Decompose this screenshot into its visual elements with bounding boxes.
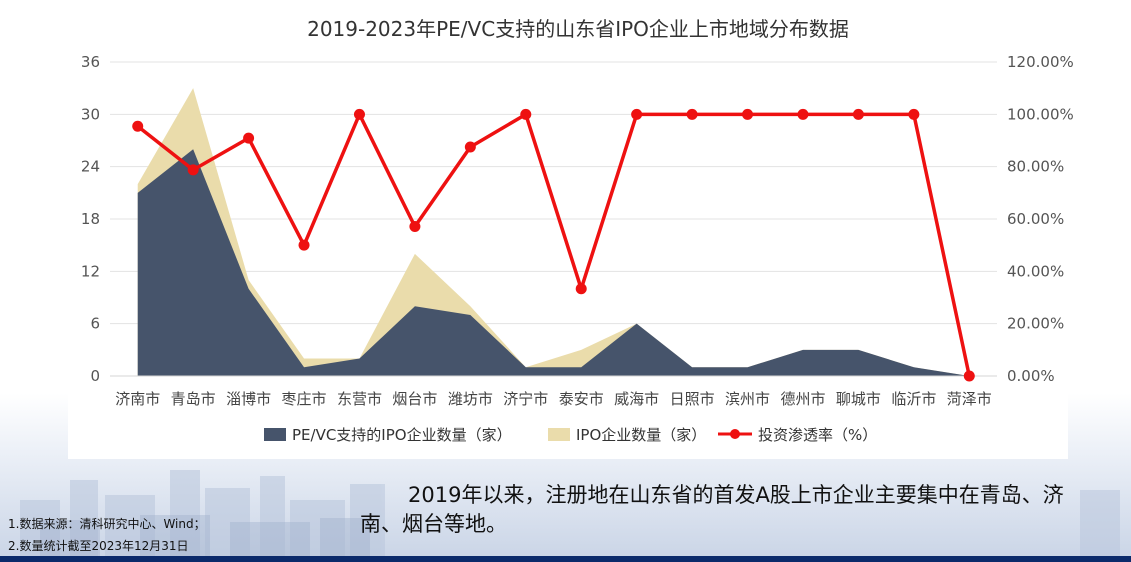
chart-title: 2019-2023年PE/VC支持的山东省IPO企业上市地域分布数据 — [307, 17, 849, 41]
y-right-tick-label: 100.00% — [1007, 105, 1074, 123]
x-tick-label: 济南市 — [115, 390, 160, 408]
penetration-point — [852, 108, 864, 120]
legend-swatch-ipo — [548, 428, 570, 441]
legend-label-ipo: IPO企业数量（家） — [576, 426, 706, 444]
legend-marker-penetration — [730, 429, 740, 439]
y-left-tick-label: 24 — [81, 158, 100, 176]
penetration-point — [797, 108, 809, 120]
penetration-line-series — [132, 108, 975, 382]
legend: PE/VC支持的IPO企业数量（家） IPO企业数量（家） 投资渗透率（%） — [264, 426, 877, 444]
left-axis: 0 6 12 18 24 30 36 — [81, 53, 100, 385]
x-tick-label: 临沂市 — [891, 390, 936, 408]
penetration-point — [631, 108, 643, 120]
y-left-tick-label: 12 — [81, 262, 100, 280]
penetration-point — [963, 370, 975, 382]
y-left-tick-label: 36 — [81, 53, 100, 71]
x-tick-label: 济宁市 — [503, 390, 548, 408]
legend-swatch-pevc — [264, 428, 286, 441]
penetration-point — [686, 108, 698, 120]
penetration-point — [575, 283, 587, 295]
y-left-tick-label: 30 — [81, 105, 100, 123]
x-tick-label: 烟台市 — [392, 390, 437, 408]
y-right-tick-label: 60.00% — [1007, 210, 1064, 228]
legend-label-penetration: 投资渗透率（%） — [758, 426, 877, 444]
bottom-bar — [0, 556, 1131, 562]
x-tick-label: 滨州市 — [725, 390, 770, 408]
penetration-line — [136, 112, 971, 377]
y-left-tick-label: 18 — [81, 210, 100, 228]
y-left-tick-label: 6 — [90, 315, 100, 333]
y-right-tick-label: 80.00% — [1007, 158, 1064, 176]
x-tick-label: 德州市 — [780, 390, 825, 408]
penetration-point — [132, 120, 144, 132]
note-cutoff: 2.数量统计截至2023年12月31日 — [8, 539, 189, 553]
penetration-point — [353, 108, 365, 120]
penetration-point — [742, 108, 754, 120]
x-tick-label: 潍坊市 — [448, 390, 493, 408]
penetration-point — [520, 108, 532, 120]
penetration-point — [409, 220, 421, 232]
legend-label-pevc: PE/VC支持的IPO企业数量（家） — [292, 426, 512, 444]
penetration-point — [464, 141, 476, 153]
x-tick-label: 泰安市 — [559, 390, 604, 408]
penetration-point — [243, 132, 255, 144]
y-right-tick-label: 120.00% — [1007, 53, 1074, 71]
y-right-tick-label: 20.00% — [1007, 315, 1064, 333]
area-series — [137, 88, 970, 377]
penetration-point — [298, 239, 310, 251]
penetration-point — [187, 164, 199, 176]
x-axis: 济南市 青岛市 淄博市 枣庄市 东营市 烟台市 潍坊市 济宁市 泰安市 威海市 日照市 滨州市 德州市聊… — [115, 390, 992, 408]
penetration-point — [908, 108, 920, 120]
y-left-tick-label: 0 — [90, 367, 100, 385]
x-tick-label: 枣庄市 — [282, 390, 327, 408]
x-tick-label: 淄博市 — [226, 390, 271, 408]
source-notes: 1.数据来源：清科研究中心、Wind； 2.数量统计截至2023年12月31日 — [8, 513, 206, 557]
x-tick-label: 东营市 — [337, 390, 382, 408]
area-series-pevc — [137, 149, 970, 376]
y-right-tick-label: 40.00% — [1007, 262, 1064, 280]
y-right-tick-label: 0.00% — [1007, 367, 1055, 385]
right-axis: 0.00% 20.00% 40.00% 60.00% 80.00% 100.00% 120.… — [1007, 53, 1074, 385]
x-tick-label: 日照市 — [670, 390, 715, 408]
x-tick-label: 威海市 — [614, 390, 659, 408]
x-tick-label: 菏泽市 — [947, 390, 992, 408]
x-tick-label: 青岛市 — [171, 390, 216, 408]
summary-text: 2019年以来，注册地在山东省的首发A股上市企业主要集中在青岛、济南、烟台等地。 — [360, 483, 1064, 536]
note-source: 1.数据来源：清科研究中心、Wind； — [8, 517, 206, 531]
x-tick-label: 聊城市 — [836, 390, 881, 408]
